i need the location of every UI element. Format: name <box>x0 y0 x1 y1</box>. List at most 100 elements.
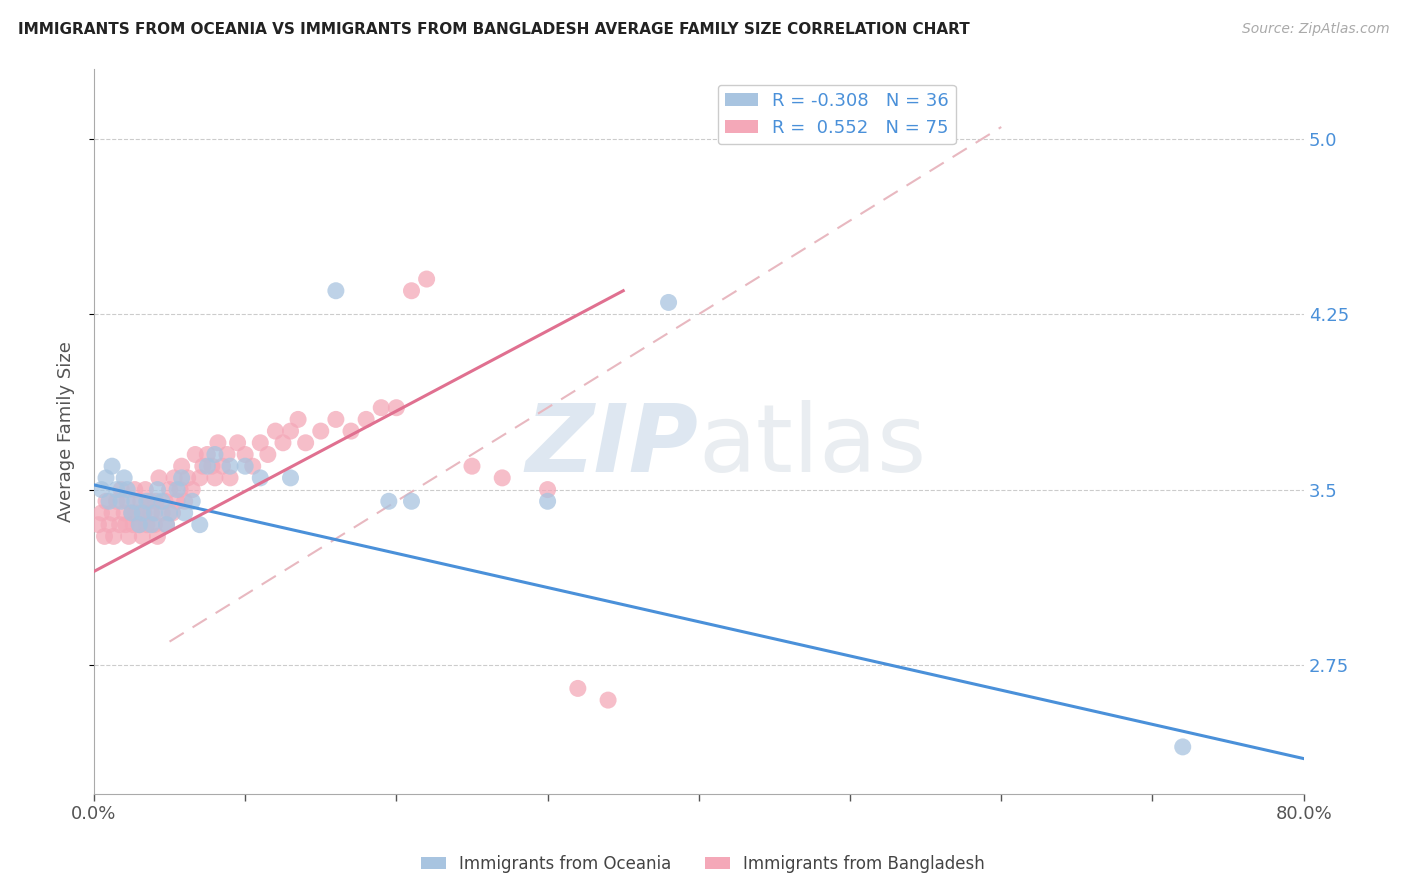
Point <box>110 483 132 497</box>
Point <box>155 517 177 532</box>
Point <box>110 494 132 508</box>
Point <box>162 506 184 520</box>
Point <box>163 471 186 485</box>
Point <box>90 506 112 520</box>
Point <box>249 435 271 450</box>
Point <box>166 494 188 508</box>
Point <box>219 459 242 474</box>
Point <box>115 483 138 497</box>
Point <box>94 471 117 485</box>
Point <box>98 517 121 532</box>
Point <box>135 517 157 532</box>
Text: ZIP: ZIP <box>526 400 699 491</box>
Point <box>294 435 316 450</box>
Text: atlas: atlas <box>699 400 927 491</box>
Point <box>309 424 332 438</box>
Point <box>118 529 141 543</box>
Point <box>121 506 143 520</box>
Point <box>125 506 148 520</box>
Point <box>146 483 169 497</box>
Point <box>378 494 401 508</box>
Point <box>325 412 347 426</box>
Point <box>215 448 238 462</box>
Point <box>135 494 157 508</box>
Point <box>146 529 169 543</box>
Point <box>264 424 287 438</box>
Point <box>596 693 619 707</box>
Point <box>195 459 218 474</box>
Point <box>121 506 143 520</box>
Point <box>188 471 211 485</box>
Point <box>211 459 233 474</box>
Point <box>181 483 204 497</box>
Point <box>461 459 484 474</box>
Point <box>249 471 271 485</box>
Point <box>94 494 117 508</box>
Point <box>114 517 136 532</box>
Point <box>415 272 437 286</box>
Point <box>143 517 166 532</box>
Point <box>98 494 121 508</box>
Y-axis label: Average Family Size: Average Family Size <box>58 341 75 522</box>
Point <box>191 459 214 474</box>
Point <box>271 435 294 450</box>
Point <box>233 448 256 462</box>
Point <box>128 517 150 532</box>
Point <box>141 506 163 520</box>
Point <box>90 483 112 497</box>
Point <box>101 459 124 474</box>
Point <box>105 494 128 508</box>
Point <box>287 412 309 426</box>
Point <box>280 471 302 485</box>
Point <box>122 517 145 532</box>
Point <box>226 435 249 450</box>
Point <box>103 529 125 543</box>
Point <box>401 284 423 298</box>
Point <box>219 471 242 485</box>
Point <box>181 494 204 508</box>
Point <box>128 517 150 532</box>
Point <box>280 424 302 438</box>
Point <box>105 483 128 497</box>
Point <box>159 506 181 520</box>
Point <box>176 471 198 485</box>
Point <box>155 517 177 532</box>
Point <box>139 494 162 508</box>
Point <box>354 412 377 426</box>
Point <box>491 471 513 485</box>
Legend: R = -0.308   N = 36, R =  0.552   N = 75: R = -0.308 N = 36, R = 0.552 N = 75 <box>718 85 956 145</box>
Point <box>150 506 173 520</box>
Point <box>256 448 278 462</box>
Point <box>173 494 195 508</box>
Point <box>131 529 153 543</box>
Point <box>141 517 163 532</box>
Point <box>195 448 218 462</box>
Point <box>658 295 681 310</box>
Point <box>150 494 173 508</box>
Point <box>370 401 392 415</box>
Point <box>129 494 152 508</box>
Point <box>188 517 211 532</box>
Point <box>204 471 226 485</box>
Point <box>87 517 110 532</box>
Point <box>201 459 224 474</box>
Point <box>401 494 423 508</box>
Text: IMMIGRANTS FROM OCEANIA VS IMMIGRANTS FROM BANGLADESH AVERAGE FAMILY SIZE CORREL: IMMIGRANTS FROM OCEANIA VS IMMIGRANTS FR… <box>18 22 970 37</box>
Point <box>233 459 256 474</box>
Point <box>108 517 131 532</box>
Point <box>115 494 138 508</box>
Point <box>325 284 347 298</box>
Point <box>184 448 207 462</box>
Point <box>112 506 135 520</box>
Point <box>204 448 226 462</box>
Point <box>385 401 408 415</box>
Point <box>173 506 195 520</box>
Point <box>340 424 363 438</box>
Point <box>148 471 170 485</box>
Point <box>166 483 188 497</box>
Point <box>170 471 193 485</box>
Point <box>112 471 135 485</box>
Point <box>124 483 146 497</box>
Point <box>131 506 153 520</box>
Point <box>93 529 115 543</box>
